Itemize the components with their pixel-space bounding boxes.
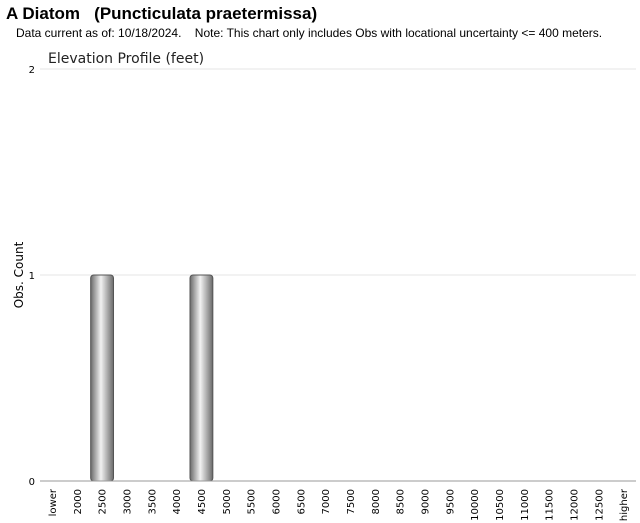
- page-title: A Diatom (Puncticulata praetermissa): [6, 4, 318, 23]
- x-tick-label: 10500: [495, 489, 506, 521]
- x-tick-label: 3500: [147, 489, 158, 514]
- x-tick-label: 4000: [172, 489, 183, 514]
- bar-2500: [90, 274, 115, 482]
- x-tick-label: 2500: [98, 489, 109, 514]
- bar-4500: [189, 274, 214, 482]
- x-tick-label: 5000: [222, 489, 233, 514]
- x-tick-label: 11000: [520, 489, 531, 521]
- x-tick-label: 5500: [247, 489, 258, 514]
- x-tick-label: 7500: [346, 489, 357, 514]
- x-tick-label: 12500: [594, 489, 605, 521]
- x-tick-label: 8000: [371, 489, 382, 514]
- x-tick-label: 7000: [321, 489, 332, 514]
- x-tick-label: 6500: [296, 489, 307, 514]
- y-axis-label: Obs. Count: [12, 241, 26, 308]
- x-tick-label: 2000: [73, 489, 84, 514]
- x-tick-label: 9000: [420, 489, 431, 514]
- x-tick-label: 10000: [470, 489, 481, 521]
- x-tick-label: 12000: [569, 489, 580, 521]
- x-tick-label: 8500: [396, 489, 407, 514]
- chart-title: Elevation Profile (feet): [48, 51, 204, 67]
- x-tick-label: 6000: [271, 489, 282, 514]
- x-tick-label: 3000: [122, 489, 133, 514]
- x-tick-label: 4500: [197, 489, 208, 514]
- x-tick-label: 11500: [545, 489, 556, 521]
- data-note: Data current as of: 10/18/2024. Note: Th…: [16, 26, 603, 40]
- x-tick-label: 9500: [445, 489, 456, 514]
- x-tick-label: lower: [48, 488, 59, 516]
- x-tick-label: higher: [619, 488, 630, 521]
- y-tick-label: 1: [29, 271, 35, 282]
- y-tick-label: 0: [29, 477, 35, 488]
- y-tick-label: 2: [29, 65, 35, 76]
